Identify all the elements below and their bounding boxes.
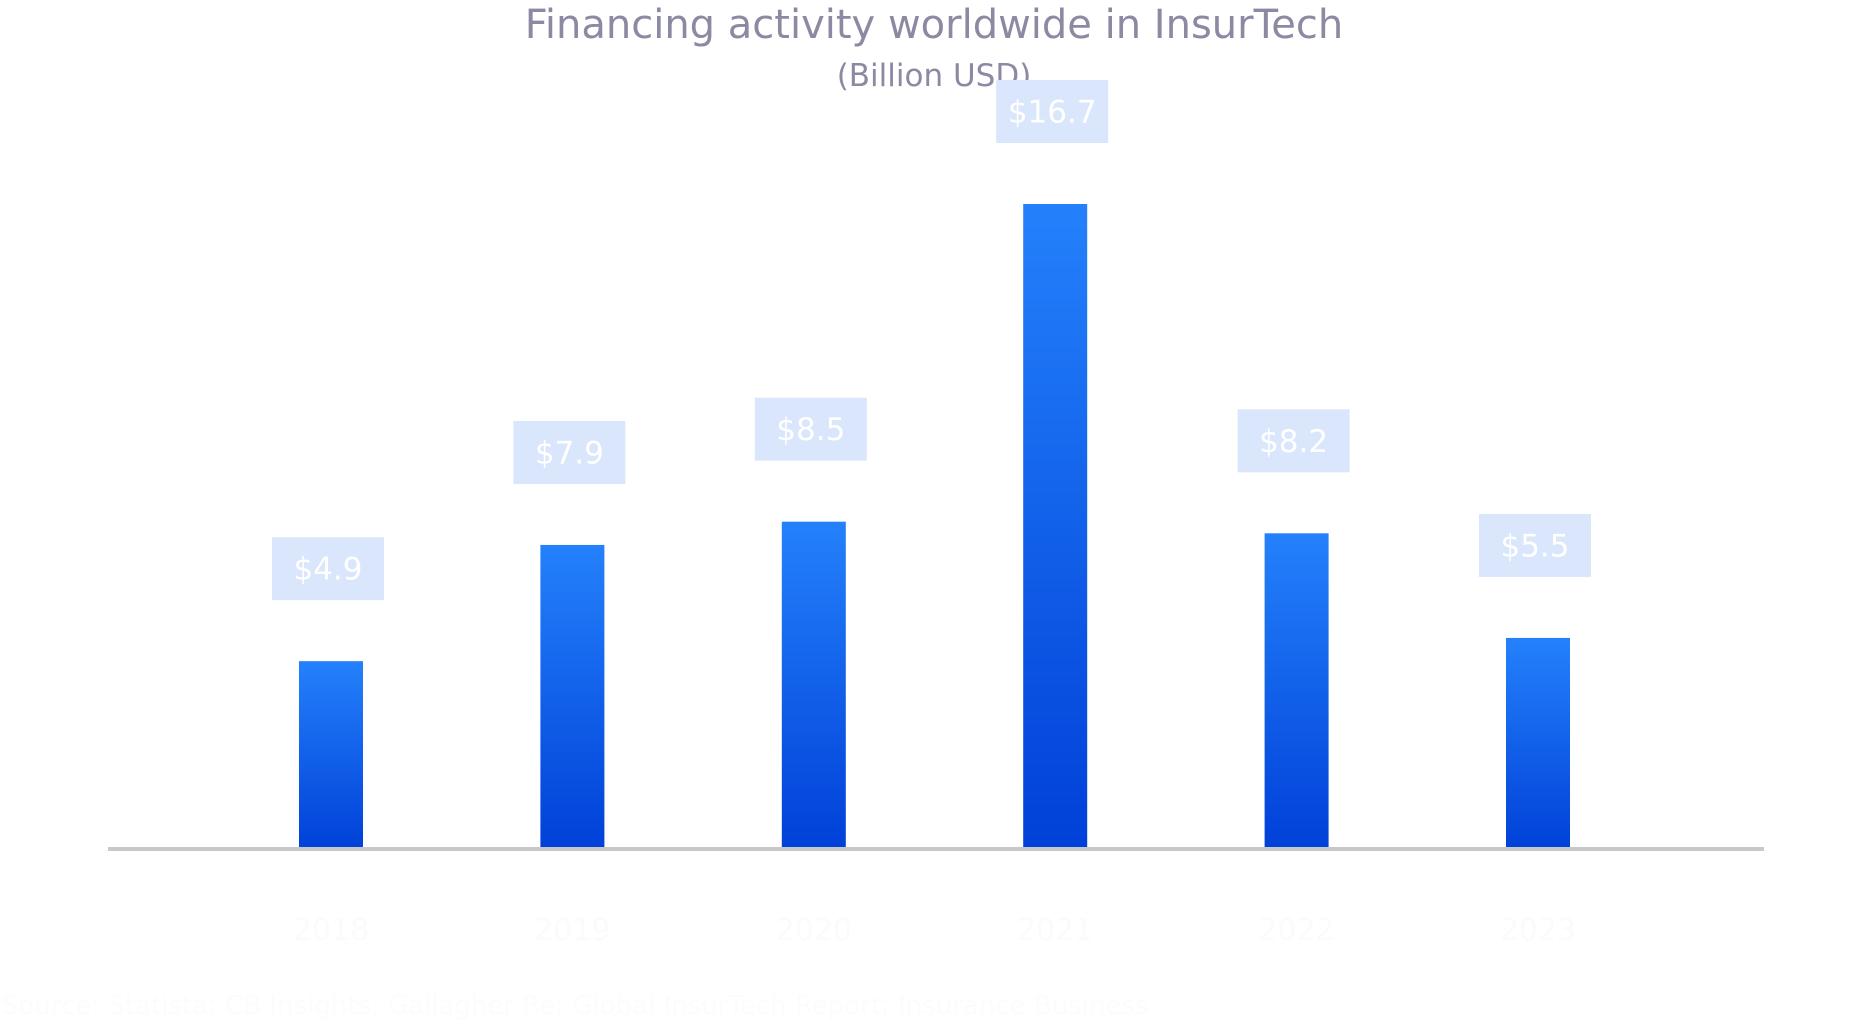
data-label: $16.7	[1008, 95, 1097, 131]
data-label-box	[513, 420, 626, 484]
data-label-box	[1237, 409, 1350, 473]
bar-2018	[299, 661, 363, 851]
source-note: Source: Statista; CB Insights; Gallagher…	[2, 991, 1149, 1021]
data-labels-group: $4.9 $7.9 $8.5 $16.7 $8.2 $5.5	[272, 80, 1591, 601]
x-tick-label: 2022	[1258, 913, 1334, 948]
data-label: $5.5	[1500, 528, 1569, 564]
bar-2023	[1506, 637, 1570, 851]
data-label-box	[272, 537, 384, 601]
data-label: $8.5	[776, 412, 845, 448]
bar-2019	[540, 544, 605, 851]
x-tick-label: 2021	[1017, 913, 1093, 948]
data-label: $4.9	[293, 552, 362, 588]
bars-group	[299, 204, 1570, 851]
x-tick-label: 2023	[1500, 913, 1576, 948]
bar-2022	[1264, 533, 1329, 851]
x-tick-label: 2019	[534, 913, 610, 948]
category-labels-group: 2018 2019 2020 2021 2022 2023	[293, 913, 1576, 948]
chart-title: Financing activity worldwide in InsurTec…	[525, 2, 1343, 48]
data-label: $8.2	[1259, 424, 1328, 460]
data-label-box	[1479, 513, 1591, 577]
bar-2020	[781, 521, 846, 851]
data-label-box	[996, 80, 1109, 143]
bar-2021	[1023, 204, 1088, 851]
data-label-box	[754, 397, 867, 461]
x-tick-label: 2020	[776, 913, 852, 948]
x-tick-label: 2018	[293, 913, 369, 948]
data-label: $7.9	[535, 435, 604, 471]
